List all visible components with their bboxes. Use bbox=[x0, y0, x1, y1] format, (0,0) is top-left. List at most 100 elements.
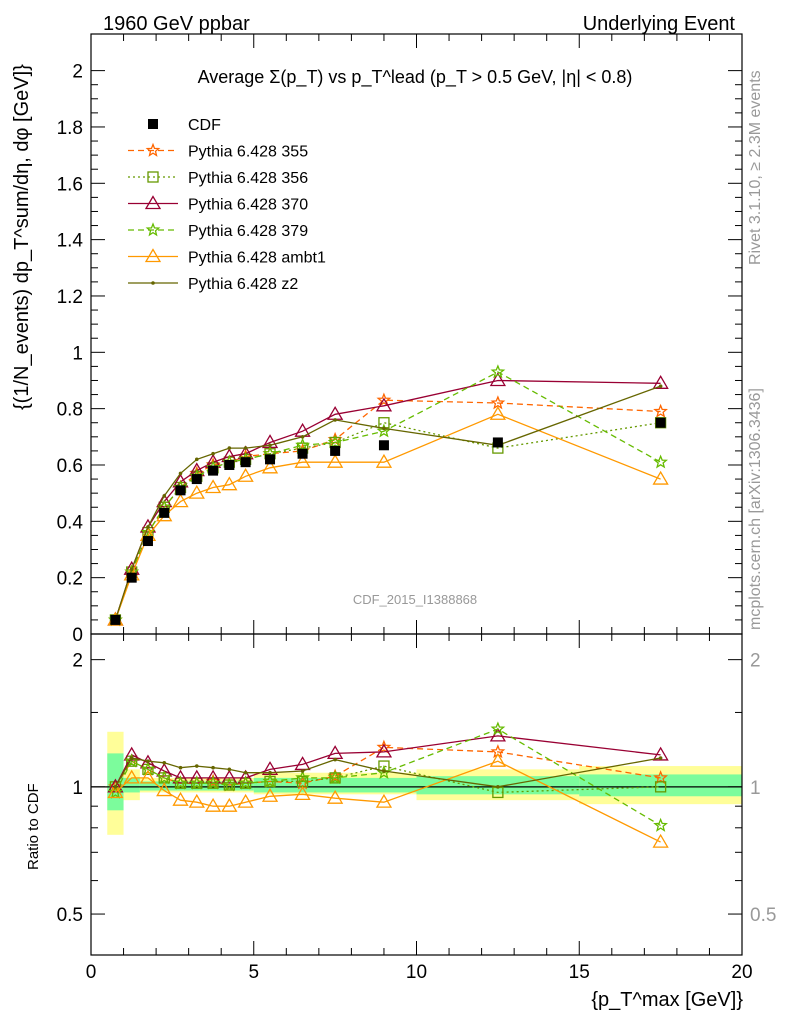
ratio-point-5 bbox=[243, 770, 248, 775]
ratio-point-3 bbox=[376, 764, 392, 780]
watermark: CDF_2015_I1388868 bbox=[353, 592, 477, 607]
rivet-label: Rivet 3.1.10, ≥ 2.3M events bbox=[747, 70, 764, 265]
series-point-5 bbox=[227, 446, 232, 450]
ratio-point-0 bbox=[653, 770, 668, 785]
ratio-point-5 bbox=[113, 785, 118, 789]
ratio-point-2 bbox=[375, 743, 393, 758]
legend-marker bbox=[148, 119, 158, 129]
legend-marker bbox=[144, 195, 162, 210]
data-point bbox=[330, 445, 341, 456]
series-point-2 bbox=[375, 397, 393, 412]
header-left: 1960 GeV ppbar bbox=[103, 13, 250, 35]
legend-label: Pythia 6.428 ambt1 bbox=[188, 250, 326, 267]
legend-marker bbox=[145, 222, 161, 237]
ratio-point-2 bbox=[172, 769, 189, 784]
series-point-3 bbox=[295, 437, 311, 452]
ratio-panel: 0.5 0.51 12 20 5 10 15 20 bbox=[57, 633, 776, 983]
series-point-5 bbox=[162, 494, 167, 498]
ratio-point-5 bbox=[227, 767, 232, 772]
y-tick-label: 1.2 bbox=[57, 287, 83, 308]
ratio-point-4 bbox=[237, 793, 254, 808]
ratio-band-inner bbox=[579, 774, 742, 797]
ratio-point-4 bbox=[139, 769, 157, 784]
ratio-point-5 bbox=[382, 769, 386, 773]
x-tick-label: 10 bbox=[406, 962, 427, 983]
legend-marker bbox=[151, 281, 155, 285]
data-point bbox=[159, 507, 170, 518]
ratio-y-tick-label: 2 bbox=[72, 651, 83, 672]
series-point-5 bbox=[243, 446, 248, 450]
legend-marker bbox=[145, 142, 161, 157]
legend-label: Pythia 6.428 356 bbox=[188, 170, 308, 187]
series-point-5 bbox=[146, 525, 150, 529]
ratio-point-4 bbox=[294, 786, 311, 800]
ratio-point-4 bbox=[375, 793, 393, 808]
y-tick-label: 1.6 bbox=[57, 174, 83, 195]
series-point-4 bbox=[188, 484, 205, 499]
series-line-3 bbox=[114, 371, 661, 621]
ratio-point-3 bbox=[238, 775, 253, 790]
ratio-point-5 bbox=[146, 759, 150, 764]
y-tick-label: 0 bbox=[72, 625, 83, 646]
legend: CDF Pythia 6.428 355 Pythia 6.428 356 Pythi… bbox=[128, 117, 326, 293]
series-point-4 bbox=[489, 405, 507, 420]
ratio-line-4 bbox=[114, 760, 661, 843]
y-tick-label: 1.4 bbox=[57, 231, 84, 252]
y-tick-label: 1 bbox=[72, 343, 83, 364]
ratio-point-3 bbox=[189, 775, 205, 790]
series-point-4 bbox=[237, 467, 254, 482]
main-panel: 0 0.2 0.4 0.6 0.8 1 1.2 1.4 1.6 1.8 2 bbox=[57, 33, 743, 646]
y-tick-label: 0.2 bbox=[57, 569, 83, 590]
series-point-4 bbox=[221, 476, 238, 491]
ratio-point-0 bbox=[327, 768, 343, 783]
data-point bbox=[191, 474, 202, 485]
header-right: Underlying Event bbox=[583, 13, 736, 35]
chart-title: Average Σ(p_T) vs p_T^lead (p_T > 0.5 Ge… bbox=[198, 67, 633, 88]
legend-label: Pythia 6.428 379 bbox=[188, 223, 308, 240]
series-point-4 bbox=[204, 479, 222, 494]
ratio-ylabel: Ratio to CDF bbox=[25, 783, 42, 870]
series-point-5 bbox=[178, 471, 183, 476]
data-point bbox=[297, 448, 308, 459]
series-point-5 bbox=[300, 435, 305, 439]
ratio-point-5 bbox=[333, 757, 337, 762]
ratio-point-4 bbox=[221, 797, 238, 812]
data-point bbox=[175, 485, 186, 496]
series-point-4 bbox=[294, 453, 311, 468]
ratio-y-tick-label-right: 0.5 bbox=[750, 905, 776, 926]
ratio-point-5 bbox=[268, 770, 272, 775]
ratio-point-3 bbox=[221, 777, 237, 792]
series-line-0 bbox=[114, 399, 661, 621]
series-line-5 bbox=[114, 385, 661, 621]
series-point-5 bbox=[268, 443, 272, 448]
ratio-point-3 bbox=[295, 770, 311, 785]
series-point-4 bbox=[652, 470, 669, 485]
y-tick-label: 2 bbox=[72, 62, 83, 83]
ratio-point-5 bbox=[496, 785, 500, 789]
ratio-point-4 bbox=[188, 793, 205, 808]
data-point bbox=[126, 572, 137, 583]
ratio-point-0 bbox=[108, 778, 123, 794]
series-point-4 bbox=[326, 453, 344, 468]
legend-label: Pythia 6.428 z2 bbox=[188, 276, 298, 293]
mcplots-label: mcplots.cern.ch [arXiv:1306.3436] bbox=[747, 388, 764, 630]
data-point bbox=[208, 465, 219, 476]
series-point-4 bbox=[261, 459, 279, 474]
xlabel: {p_T^max [GeV]} bbox=[591, 989, 743, 1011]
ratio-point-2 bbox=[326, 745, 344, 760]
series-point-3 bbox=[327, 434, 343, 449]
ratio-y-tick-label: 1 bbox=[72, 778, 83, 799]
series-point-5 bbox=[658, 384, 663, 388]
ratio-point-4 bbox=[326, 789, 344, 804]
ratio-point-2 bbox=[221, 769, 238, 784]
ratio-point-1 bbox=[654, 781, 667, 793]
y-tick-label: 0.8 bbox=[57, 400, 83, 421]
series-line-4 bbox=[114, 413, 661, 621]
ratio-point-4 bbox=[172, 791, 189, 806]
x-tick-label: 15 bbox=[569, 962, 590, 983]
ratio-point-5 bbox=[129, 756, 134, 760]
data-point bbox=[655, 417, 666, 428]
ratio-point-3 bbox=[490, 721, 506, 736]
data-point bbox=[240, 457, 251, 468]
